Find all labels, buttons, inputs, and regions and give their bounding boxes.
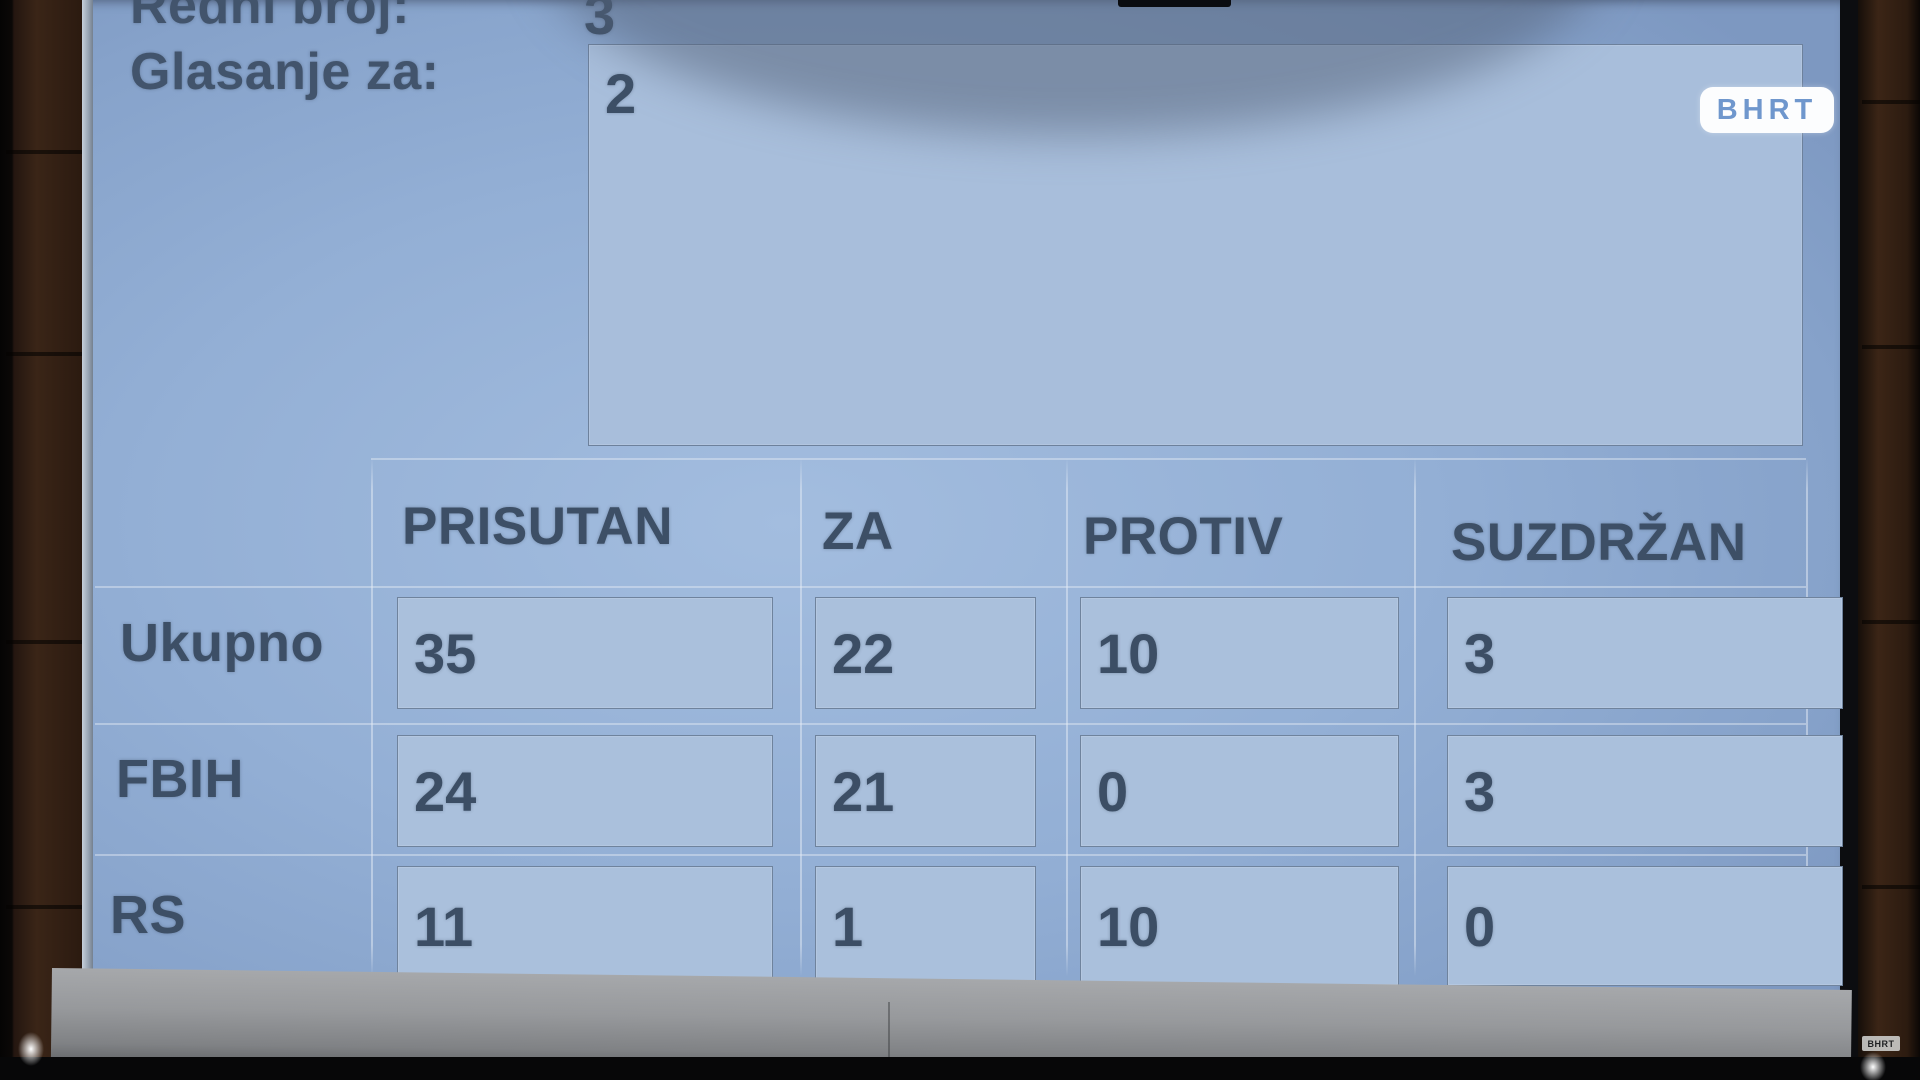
cell-rs-prisutan[interactable]: 11 bbox=[397, 866, 773, 986]
bhrt-corner-watermark: BHRT bbox=[1862, 1036, 1900, 1051]
table-grid-line bbox=[371, 458, 373, 976]
cell-ukupno-protiv[interactable]: 10 bbox=[1080, 597, 1399, 709]
cell-rs-protiv[interactable]: 10 bbox=[1080, 866, 1399, 986]
column-header-protiv: PROTIV bbox=[1083, 507, 1284, 566]
table-grid-line bbox=[800, 458, 802, 976]
column-header-prisutan: PRISUTAN bbox=[402, 497, 673, 556]
cell-fbih-za[interactable]: 21 bbox=[815, 735, 1036, 847]
wood-paneling-left bbox=[0, 0, 82, 1080]
screen-frame-edge bbox=[82, 0, 93, 1002]
glasanje-za-value: 2 bbox=[605, 62, 637, 125]
wood-seam bbox=[1862, 885, 1920, 889]
cell-ukupno-za[interactable]: 22 bbox=[815, 597, 1036, 709]
row-label-ukupno: Ukupno bbox=[120, 613, 324, 673]
wood-paneling-right bbox=[1856, 0, 1920, 1080]
screen-right-gap bbox=[1838, 0, 1858, 1080]
cell-rs-za[interactable]: 1 bbox=[815, 866, 1036, 986]
column-header-za: ZA bbox=[822, 502, 894, 561]
cell-fbih-protiv[interactable]: 0 bbox=[1080, 735, 1399, 847]
wood-seam bbox=[1862, 100, 1920, 104]
screen-seam-line bbox=[888, 1002, 890, 1058]
table-grid-line bbox=[95, 586, 1806, 588]
cell-ukupno-suzdrzan[interactable]: 3 bbox=[1447, 597, 1843, 709]
wood-seam bbox=[6, 352, 82, 356]
row-label-fbih: FBIH bbox=[116, 749, 244, 809]
wood-seam bbox=[6, 150, 82, 154]
field-label-redni-broj: Redni broj: bbox=[130, 0, 410, 35]
cell-fbih-prisutan[interactable]: 24 bbox=[397, 735, 773, 847]
table-grid-line bbox=[1414, 458, 1416, 976]
field-value-redni-broj: 3 bbox=[584, 0, 616, 46]
table-grid-line bbox=[371, 458, 1806, 460]
light-reflection bbox=[1860, 1052, 1886, 1080]
table-grid-line bbox=[1066, 458, 1068, 976]
wood-seam bbox=[6, 905, 82, 909]
bhrt-logo: BHRT bbox=[1700, 87, 1834, 133]
wood-seam bbox=[1862, 620, 1920, 624]
table-grid-line bbox=[95, 854, 1806, 856]
row-label-rs: RS bbox=[110, 885, 187, 945]
wood-seam bbox=[1862, 345, 1920, 349]
cell-ukupno-prisutan[interactable]: 35 bbox=[397, 597, 773, 709]
bottom-dark-strip bbox=[0, 1057, 1920, 1080]
table-grid-line bbox=[95, 723, 1806, 725]
light-reflection bbox=[18, 1032, 44, 1066]
field-label-glasanje-za: Glasanje za: bbox=[130, 43, 440, 101]
top-black-notch bbox=[1118, 0, 1231, 7]
wood-seam bbox=[6, 640, 82, 644]
column-header-suzdrzan: SUZDRŽAN bbox=[1451, 513, 1747, 572]
table-grid-line bbox=[1806, 458, 1808, 976]
cell-rs-suzdrzan[interactable]: 0 bbox=[1447, 866, 1843, 986]
cell-fbih-suzdrzan[interactable]: 3 bbox=[1447, 735, 1843, 847]
glasanje-za-input[interactable]: 2 bbox=[588, 44, 1803, 446]
